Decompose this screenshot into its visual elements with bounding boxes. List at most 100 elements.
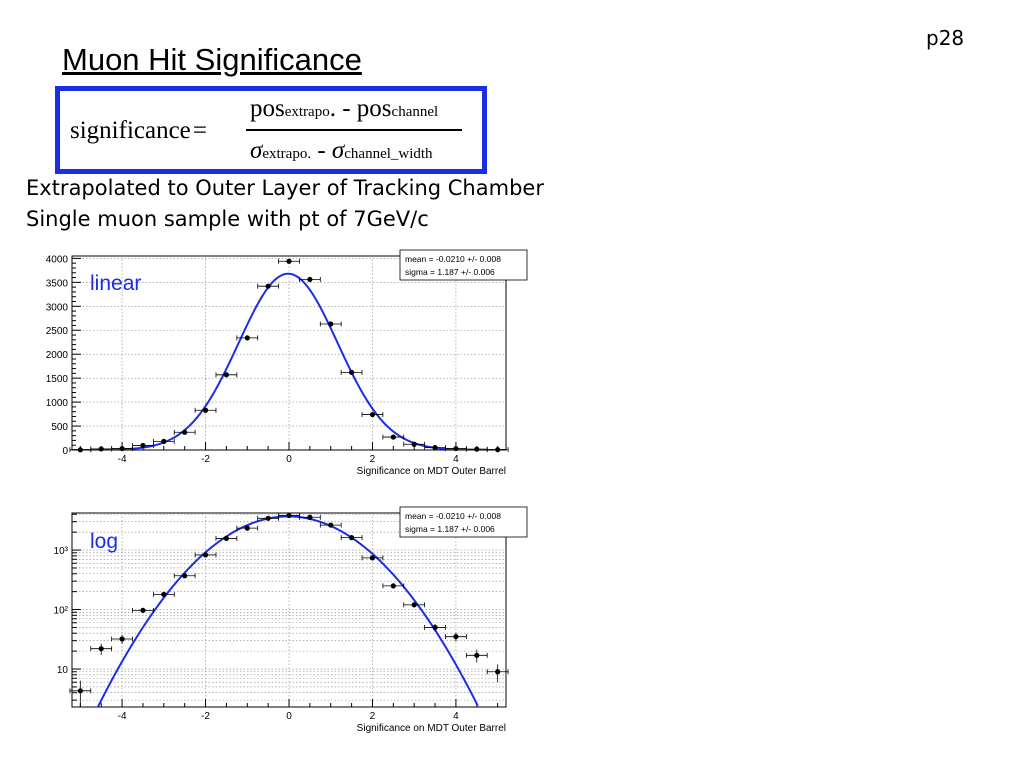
data-marker	[453, 445, 459, 452]
data-marker	[328, 522, 334, 528]
data-point	[215, 372, 238, 378]
data-point	[111, 634, 133, 645]
data-point	[465, 649, 488, 663]
axis-ticks	[72, 257, 499, 451]
data-point	[90, 643, 113, 655]
data-point	[132, 607, 154, 614]
data-point	[257, 283, 279, 289]
data-point	[173, 573, 196, 579]
data-point	[382, 583, 405, 589]
data-point	[361, 411, 384, 418]
x-tick-label: -2	[201, 711, 210, 722]
data-marker	[307, 276, 313, 283]
data-point	[152, 591, 175, 597]
data-marker	[286, 258, 292, 264]
description-line-1: Extrapolated to Outer Layer of Tracking …	[26, 176, 544, 200]
data-marker	[328, 321, 334, 327]
data-marker	[495, 447, 501, 453]
data-marker	[119, 445, 125, 452]
data-marker	[348, 369, 355, 375]
x-tick-label: 4	[453, 454, 459, 465]
y-tick-label: 10	[57, 665, 69, 676]
data-point	[194, 407, 217, 413]
formula-lhs: significance =	[70, 117, 207, 144]
stats-mean: mean = -0.0210 +/- 0.008	[405, 511, 501, 521]
x-tick-label: 0	[286, 711, 292, 722]
data-marker	[390, 434, 396, 440]
stats-box-frame	[399, 506, 528, 538]
data-marker	[161, 591, 167, 597]
formula-box: significance = posextrapo. - poschannel …	[55, 86, 487, 174]
data-point	[319, 522, 342, 528]
y-tick-label: 500	[51, 422, 68, 433]
formula-denominator: σextrapo. - σchannel_width	[250, 137, 433, 164]
x-tick-label: -4	[118, 711, 127, 722]
data-point	[299, 514, 321, 520]
data-point	[69, 447, 92, 453]
y-tick-label: 1500	[46, 374, 69, 385]
data-marker	[77, 447, 83, 453]
data-point	[403, 441, 426, 447]
data-point	[486, 447, 509, 453]
data-marker	[348, 535, 355, 541]
page-number: p28	[926, 26, 965, 50]
slide-title: Muon Hit Significance	[62, 42, 362, 77]
data-point	[278, 258, 300, 264]
data-point	[194, 552, 217, 558]
data-point	[465, 446, 488, 452]
y-tick-label: 4000	[46, 254, 69, 265]
stats-box: mean = -0.0210 +/- 0.008 sigma = 1.187 +/…	[399, 506, 528, 538]
data-point	[382, 434, 405, 440]
data-marker	[390, 583, 396, 589]
data-marker	[202, 552, 209, 558]
data-marker	[495, 669, 501, 675]
data-point	[340, 535, 363, 541]
data-marker	[77, 688, 83, 694]
data-marker	[182, 429, 188, 435]
data-marker	[474, 652, 480, 658]
linear-histogram-plot: -4 -2 0 2 4 0 500 1000 1500 2000 2500 3000 3500 4000 S…	[46, 249, 528, 477]
data-point	[340, 369, 363, 375]
x-tick-label: 2	[370, 711, 376, 722]
data-marker	[223, 372, 230, 378]
stats-sigma: sigma = 1.187 +/- 0.006	[405, 524, 495, 534]
data-point	[257, 515, 279, 521]
data-point	[69, 680, 92, 707]
data-marker	[265, 283, 271, 289]
data-marker	[369, 555, 376, 561]
data-marker	[411, 602, 417, 608]
x-tick-label: -2	[201, 454, 210, 465]
stats-box-frame	[399, 249, 528, 281]
data-point	[236, 525, 259, 531]
data-point	[486, 664, 509, 683]
x-tick-label: -4	[118, 454, 127, 465]
x-axis-label: Significance on MDT Outer Barrel	[357, 723, 506, 734]
data-marker	[265, 515, 271, 521]
data-marker	[182, 573, 188, 579]
data-marker	[140, 607, 146, 613]
x-tick-label: 2	[370, 454, 376, 465]
data-marker	[98, 646, 104, 652]
data-point	[445, 632, 467, 642]
data-point	[215, 535, 238, 542]
log-histogram-plot: -4 -2 0 2 4 10 10² 10³ Significance on MDT Outer…	[54, 506, 528, 734]
y-tick-label: 2000	[46, 350, 69, 361]
stats-sigma: sigma = 1.187 +/- 0.006	[405, 267, 495, 277]
data-point	[424, 624, 446, 632]
fraction-bar	[246, 129, 462, 131]
scale-label: linear	[90, 272, 141, 295]
data-marker	[140, 442, 146, 449]
data-point	[152, 438, 175, 444]
data-marker	[202, 407, 209, 413]
data-marker	[161, 438, 167, 444]
stats-mean: mean = -0.0210 +/- 0.008	[405, 254, 501, 264]
y-tick-label: 3500	[46, 278, 69, 289]
data-point	[403, 602, 426, 608]
y-tick-label: 3000	[46, 302, 69, 313]
y-tick-label: 0	[62, 446, 68, 457]
data-point	[173, 429, 196, 435]
data-marker	[432, 445, 438, 451]
data-marker	[369, 411, 376, 418]
data-point	[361, 555, 384, 561]
data-marker	[453, 634, 459, 640]
